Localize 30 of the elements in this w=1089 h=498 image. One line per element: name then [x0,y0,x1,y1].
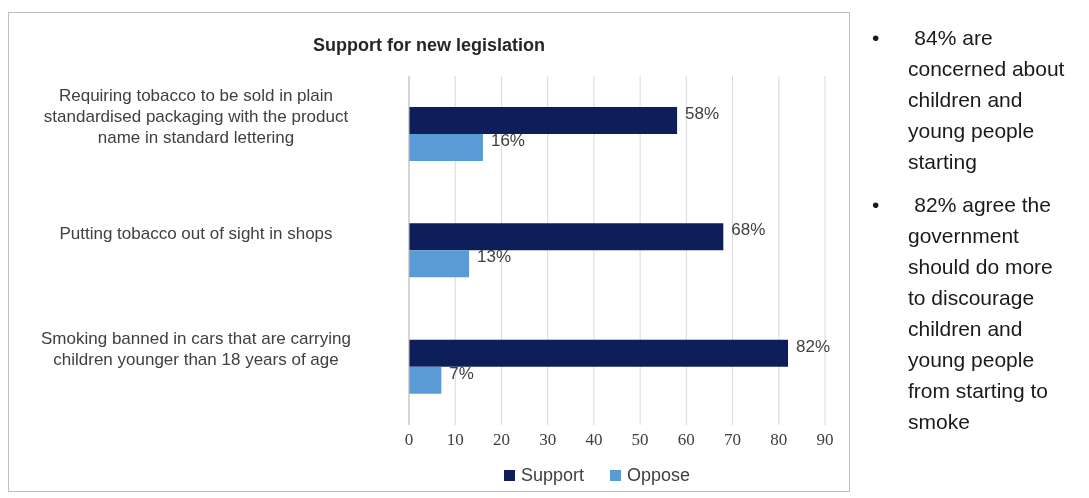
x-tick-label: 60 [677,430,695,450]
y-tick-label: Requiring tobacco to be sold in plain standardised packaging with the product name in standard lettering [43,86,349,148]
data-label: 82% [796,336,831,356]
data-label: 13% [477,247,512,267]
x-tick-label: 10 [446,430,464,450]
bar [409,134,483,161]
x-tick-label: 40 [585,430,603,450]
legend-label: Oppose [626,465,691,486]
x-tick-label: 30 [539,430,557,450]
y-tick-label: Putting tobacco out of sight in shops [59,223,333,243]
text: • 82% agree the government should do more to discourage children and young people from starting to smoke [872,192,1054,435]
data-label: 16% [490,130,525,150]
x-tick-label: 20 [492,430,510,450]
bar [409,366,442,394]
x-tick-label: 80 [770,430,788,450]
bar [409,223,724,251]
x-tick-label: 90 [816,430,834,450]
chart-title: Support for new legislation [312,35,546,56]
bar [409,250,470,278]
x-tick-label: 70 [724,430,742,450]
x-tick-label: 0 [404,430,414,450]
bar [409,107,678,134]
text: • 84% are concerned about children and young people starting [872,25,1066,175]
data-label: 7% [449,363,474,383]
y-tick-label: Smoking banned in cars that are carrying children younger than 18 years of age [41,329,351,370]
legend-label: Support [519,465,584,486]
x-tick-label: 50 [631,430,649,450]
data-label: 68% [731,220,766,240]
data-label: 58% [685,103,720,123]
bar [409,339,789,367]
